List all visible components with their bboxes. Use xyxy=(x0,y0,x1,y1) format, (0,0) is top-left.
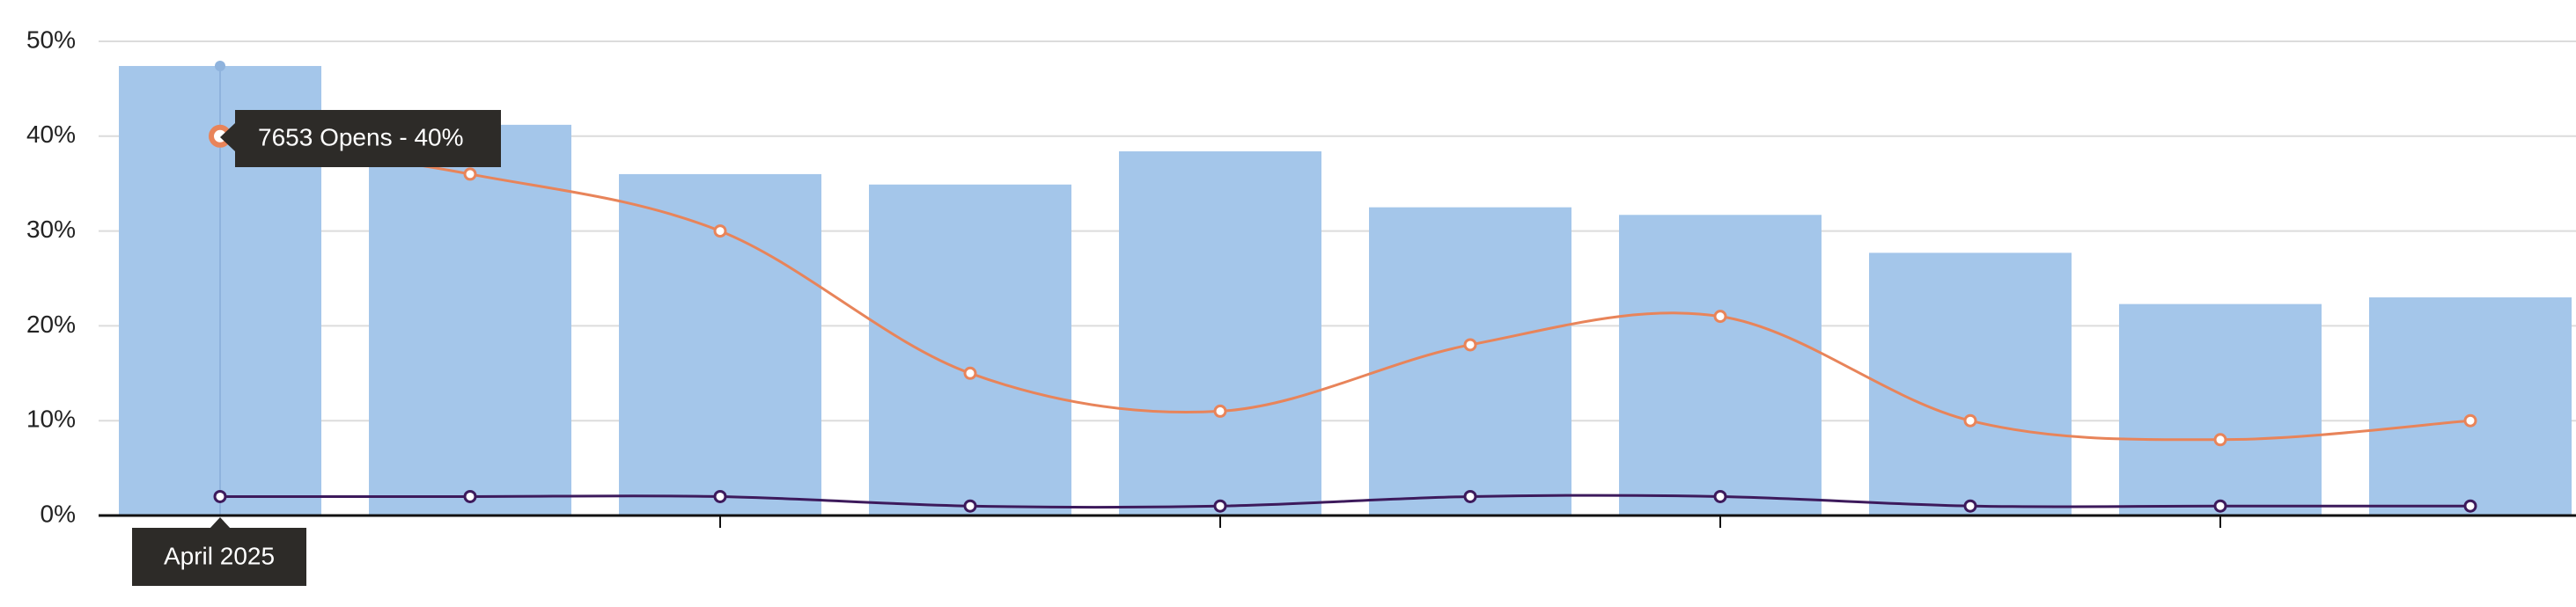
y-tick-label: 20% xyxy=(26,311,76,338)
x-tooltip-box xyxy=(132,528,306,586)
point xyxy=(1213,404,1227,418)
point xyxy=(463,489,477,503)
point xyxy=(1963,499,1977,513)
point xyxy=(713,224,727,238)
bar xyxy=(869,184,1071,516)
point xyxy=(963,366,977,380)
point xyxy=(1213,499,1227,513)
point xyxy=(1713,310,1727,324)
point xyxy=(1463,338,1477,352)
point xyxy=(463,167,477,181)
hover-dot xyxy=(215,61,225,71)
bars xyxy=(119,66,2572,516)
y-tick-label: 40% xyxy=(26,121,76,148)
point xyxy=(213,489,227,503)
lines xyxy=(209,124,2477,513)
line xyxy=(220,494,2470,509)
point xyxy=(1463,489,1477,503)
x-tooltip-pointer xyxy=(210,517,231,529)
bar xyxy=(1369,207,1571,516)
bar xyxy=(1869,252,2072,516)
point xyxy=(2213,433,2227,447)
x-ticks xyxy=(719,516,2221,528)
y-tick-label: 50% xyxy=(26,26,76,53)
tooltip-text: 7653 Opens - 40% xyxy=(258,123,464,150)
bar xyxy=(1119,151,1321,516)
point xyxy=(1963,413,1977,428)
bar xyxy=(1619,215,1822,516)
point xyxy=(963,499,977,513)
point xyxy=(2213,499,2227,513)
bar xyxy=(2369,297,2572,516)
x-tooltip: April 2025 xyxy=(132,517,306,586)
line xyxy=(219,135,2471,442)
point xyxy=(713,489,727,503)
bar xyxy=(369,124,571,516)
tooltip: 7653 Opens - 40% xyxy=(220,110,501,167)
tooltip-pointer xyxy=(220,123,235,151)
y-tick-label: 30% xyxy=(26,216,76,243)
y-tick-label: 0% xyxy=(40,500,76,527)
bar xyxy=(2119,304,2322,516)
x-tick-label: April 2025 xyxy=(164,542,275,569)
point xyxy=(2463,413,2477,428)
point xyxy=(2463,499,2477,513)
y-tick-label: 10% xyxy=(26,406,76,433)
point xyxy=(1713,489,1727,503)
tooltip-box xyxy=(235,110,501,167)
